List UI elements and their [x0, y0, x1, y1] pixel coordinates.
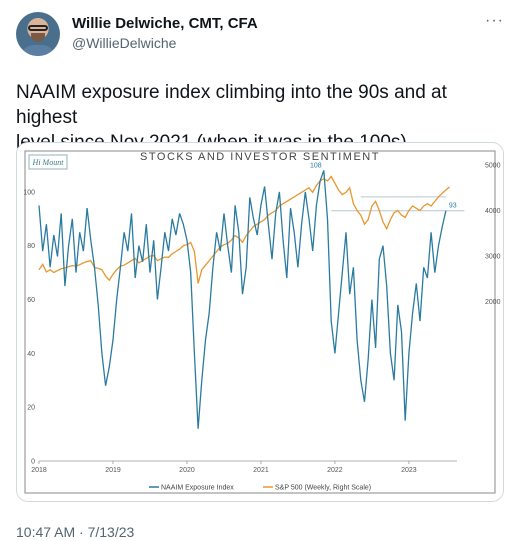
legend-label-naaim: NAAIM Exposure Index	[161, 485, 234, 492]
naaim-series-line	[38, 170, 447, 429]
left-axis: 0 20 40 60 80 100	[23, 189, 35, 465]
right-axis: 2000 3000 4000 5000	[485, 163, 501, 307]
legend-label-sp500: S&P 500 (Weekly, Right Scale)	[275, 485, 371, 492]
annotation-naaim-peak: 108	[310, 162, 322, 169]
chart-svg: Hi Mount STOCKS AND INVESTOR SENTIMENT 2…	[17, 143, 503, 501]
x-axis-tick-label: 2022	[327, 467, 343, 474]
x-axis-tick-label: 2020	[179, 467, 195, 474]
x-axis-tick-label: 2021	[253, 467, 269, 474]
sp500-series-line	[38, 175, 451, 284]
x-axis-tick-label: 2019	[105, 467, 121, 474]
chart-logo: Hi Mount	[32, 158, 65, 167]
author-handle[interactable]: @WillieDelwiche	[72, 35, 177, 51]
chart-title: STOCKS AND INVESTOR SENTIMENT	[140, 151, 380, 163]
left-axis-tick-label: 0	[31, 459, 35, 466]
right-axis-tick-label: 4000	[485, 208, 501, 215]
annotation-naaim-latest: 93	[449, 203, 457, 210]
left-axis-tick-label: 100	[23, 189, 35, 196]
chart-frame	[24, 150, 496, 494]
right-axis-tick-label: 5000	[485, 163, 501, 170]
avatar-beard	[31, 33, 45, 42]
x-axis-tick-label: 2018	[31, 467, 47, 474]
right-axis-tick-label: 3000	[485, 254, 501, 261]
chart-background	[17, 143, 503, 501]
left-axis-tick-label: 80	[27, 243, 35, 250]
left-axis-tick-label: 60	[27, 297, 35, 304]
author-name[interactable]: Willie Delwiche, CMT, CFA	[72, 15, 258, 32]
legend: NAAIM Exposure Index S&P 500 (Weekly, Ri…	[149, 485, 371, 492]
more-icon[interactable]: ···	[485, 12, 504, 29]
tweet-header: Willie Delwiche, CMT, CFA @WillieDelwich…	[16, 12, 506, 60]
avatar[interactable]	[16, 12, 60, 56]
avatar-shirt	[20, 45, 56, 56]
avatar-glasses	[28, 25, 48, 31]
right-axis-tick-label: 2000	[485, 299, 501, 306]
chart-image-card[interactable]: Hi Mount STOCKS AND INVESTOR SENTIMENT 2…	[16, 142, 504, 502]
tweet-timestamp[interactable]: 10:47 AM · 7/13/23	[16, 524, 135, 540]
x-axis: 2018 2019 2020 2021 2022 2023	[31, 460, 457, 474]
logo-box	[28, 154, 68, 170]
tweet-text-line-1: NAAIM exposure index climbing into the 9…	[16, 82, 447, 128]
x-axis-tick-label: 2023	[401, 467, 417, 474]
left-axis-tick-label: 40	[27, 351, 35, 358]
left-axis-tick-label: 20	[27, 405, 35, 412]
